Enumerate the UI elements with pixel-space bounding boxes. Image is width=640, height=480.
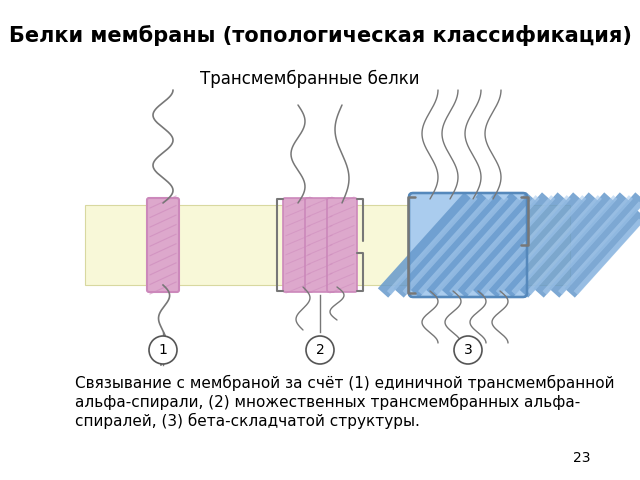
Text: Связывание с мембраной за счёт (1) единичной трансмембранной
альфа-спирали, (2) : Связывание с мембраной за счёт (1) едини… <box>75 375 614 429</box>
Text: 3: 3 <box>463 343 472 357</box>
FancyBboxPatch shape <box>147 198 179 292</box>
Circle shape <box>454 336 482 364</box>
Text: 2: 2 <box>316 343 324 357</box>
Text: Белки мембраны (топологическая классификация): Белки мембраны (топологическая классифик… <box>8 25 632 46</box>
Circle shape <box>149 336 177 364</box>
FancyBboxPatch shape <box>327 198 357 292</box>
Bar <box>85 205 570 285</box>
FancyBboxPatch shape <box>283 198 313 292</box>
Circle shape <box>306 336 334 364</box>
FancyBboxPatch shape <box>305 198 335 292</box>
Text: 23: 23 <box>573 451 590 465</box>
Text: Трансмембранные белки: Трансмембранные белки <box>200 70 420 88</box>
Text: 1: 1 <box>159 343 168 357</box>
FancyBboxPatch shape <box>409 193 527 297</box>
